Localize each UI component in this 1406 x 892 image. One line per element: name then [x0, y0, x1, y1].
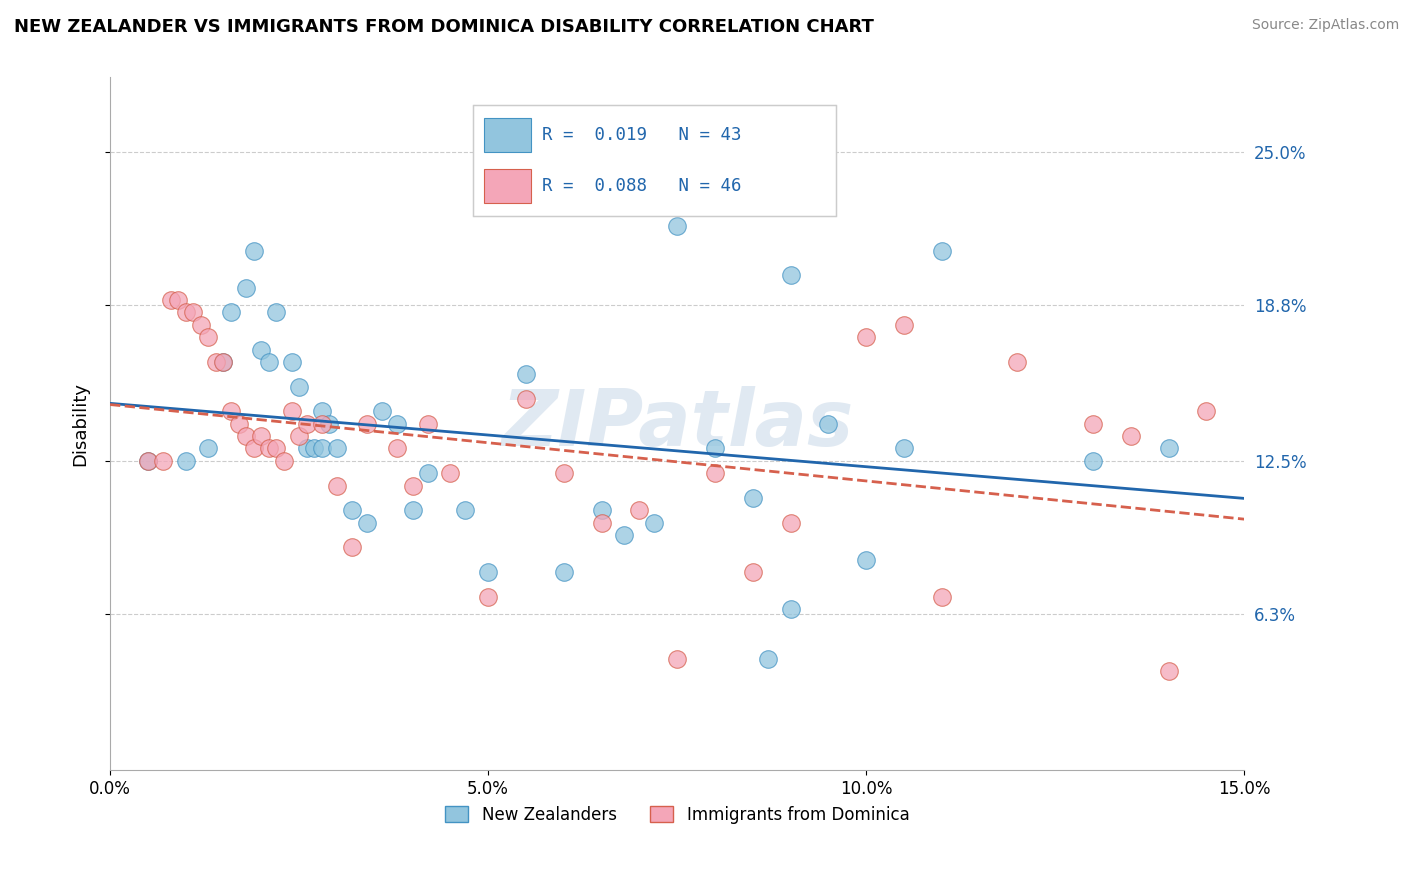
- Point: [454, 503, 477, 517]
- Point: [477, 590, 499, 604]
- Point: [931, 244, 953, 258]
- Point: [250, 429, 273, 443]
- Point: [159, 293, 181, 307]
- Point: [1119, 429, 1142, 443]
- Point: [311, 442, 333, 456]
- Point: [1157, 664, 1180, 678]
- Point: [666, 219, 689, 233]
- Point: [515, 392, 537, 406]
- Point: [228, 417, 250, 431]
- Point: [250, 343, 273, 357]
- Point: [439, 466, 461, 480]
- Point: [515, 368, 537, 382]
- Point: [219, 305, 242, 319]
- Point: [401, 503, 423, 517]
- Point: [273, 454, 295, 468]
- Point: [613, 528, 636, 542]
- Point: [242, 244, 264, 258]
- Point: [1195, 404, 1218, 418]
- Point: [190, 318, 212, 332]
- Point: [326, 478, 349, 492]
- Legend: New Zealanders, Immigrants from Dominica: New Zealanders, Immigrants from Dominica: [444, 806, 910, 824]
- Point: [591, 516, 613, 530]
- Point: [553, 565, 575, 579]
- Point: [212, 355, 235, 369]
- Point: [704, 466, 727, 480]
- Point: [212, 355, 235, 369]
- Y-axis label: Disability: Disability: [72, 382, 89, 466]
- Point: [387, 442, 409, 456]
- Point: [817, 417, 839, 431]
- Point: [756, 651, 779, 665]
- Point: [174, 305, 197, 319]
- Point: [318, 417, 340, 431]
- Point: [893, 318, 915, 332]
- Point: [666, 651, 689, 665]
- Point: [855, 330, 877, 344]
- Point: [855, 553, 877, 567]
- Point: [779, 602, 801, 616]
- Point: [477, 565, 499, 579]
- Point: [136, 454, 159, 468]
- Point: [235, 429, 257, 443]
- Point: [741, 491, 763, 505]
- Point: [628, 503, 651, 517]
- Point: [174, 454, 197, 468]
- Point: [779, 516, 801, 530]
- Point: [266, 305, 288, 319]
- Point: [295, 442, 318, 456]
- Point: [302, 442, 325, 456]
- Point: [280, 404, 302, 418]
- Point: [257, 355, 280, 369]
- Point: [1081, 454, 1104, 468]
- Point: [931, 590, 953, 604]
- Point: [136, 454, 159, 468]
- Point: [893, 442, 915, 456]
- Point: [167, 293, 190, 307]
- Point: [371, 404, 394, 418]
- Point: [416, 466, 439, 480]
- Point: [779, 268, 801, 283]
- Point: [295, 417, 318, 431]
- Point: [356, 417, 378, 431]
- Point: [356, 516, 378, 530]
- Point: [280, 355, 302, 369]
- Point: [266, 442, 288, 456]
- Point: [741, 565, 763, 579]
- Text: Source: ZipAtlas.com: Source: ZipAtlas.com: [1251, 18, 1399, 32]
- Point: [288, 429, 311, 443]
- Point: [1157, 442, 1180, 456]
- Point: [181, 305, 204, 319]
- Point: [152, 454, 174, 468]
- Point: [591, 503, 613, 517]
- Point: [1007, 355, 1029, 369]
- Point: [288, 379, 311, 393]
- Point: [205, 355, 228, 369]
- Point: [326, 442, 349, 456]
- Point: [1081, 417, 1104, 431]
- Point: [416, 417, 439, 431]
- Point: [704, 442, 727, 456]
- Point: [311, 417, 333, 431]
- Point: [242, 442, 264, 456]
- Point: [340, 541, 363, 555]
- Point: [235, 281, 257, 295]
- Point: [311, 404, 333, 418]
- Point: [257, 442, 280, 456]
- Point: [387, 417, 409, 431]
- Point: [340, 503, 363, 517]
- Point: [197, 442, 219, 456]
- Text: NEW ZEALANDER VS IMMIGRANTS FROM DOMINICA DISABILITY CORRELATION CHART: NEW ZEALANDER VS IMMIGRANTS FROM DOMINIC…: [14, 18, 875, 36]
- Point: [197, 330, 219, 344]
- Point: [401, 478, 423, 492]
- Text: ZIPatlas: ZIPatlas: [501, 385, 853, 462]
- Point: [553, 466, 575, 480]
- Point: [644, 516, 666, 530]
- Point: [219, 404, 242, 418]
